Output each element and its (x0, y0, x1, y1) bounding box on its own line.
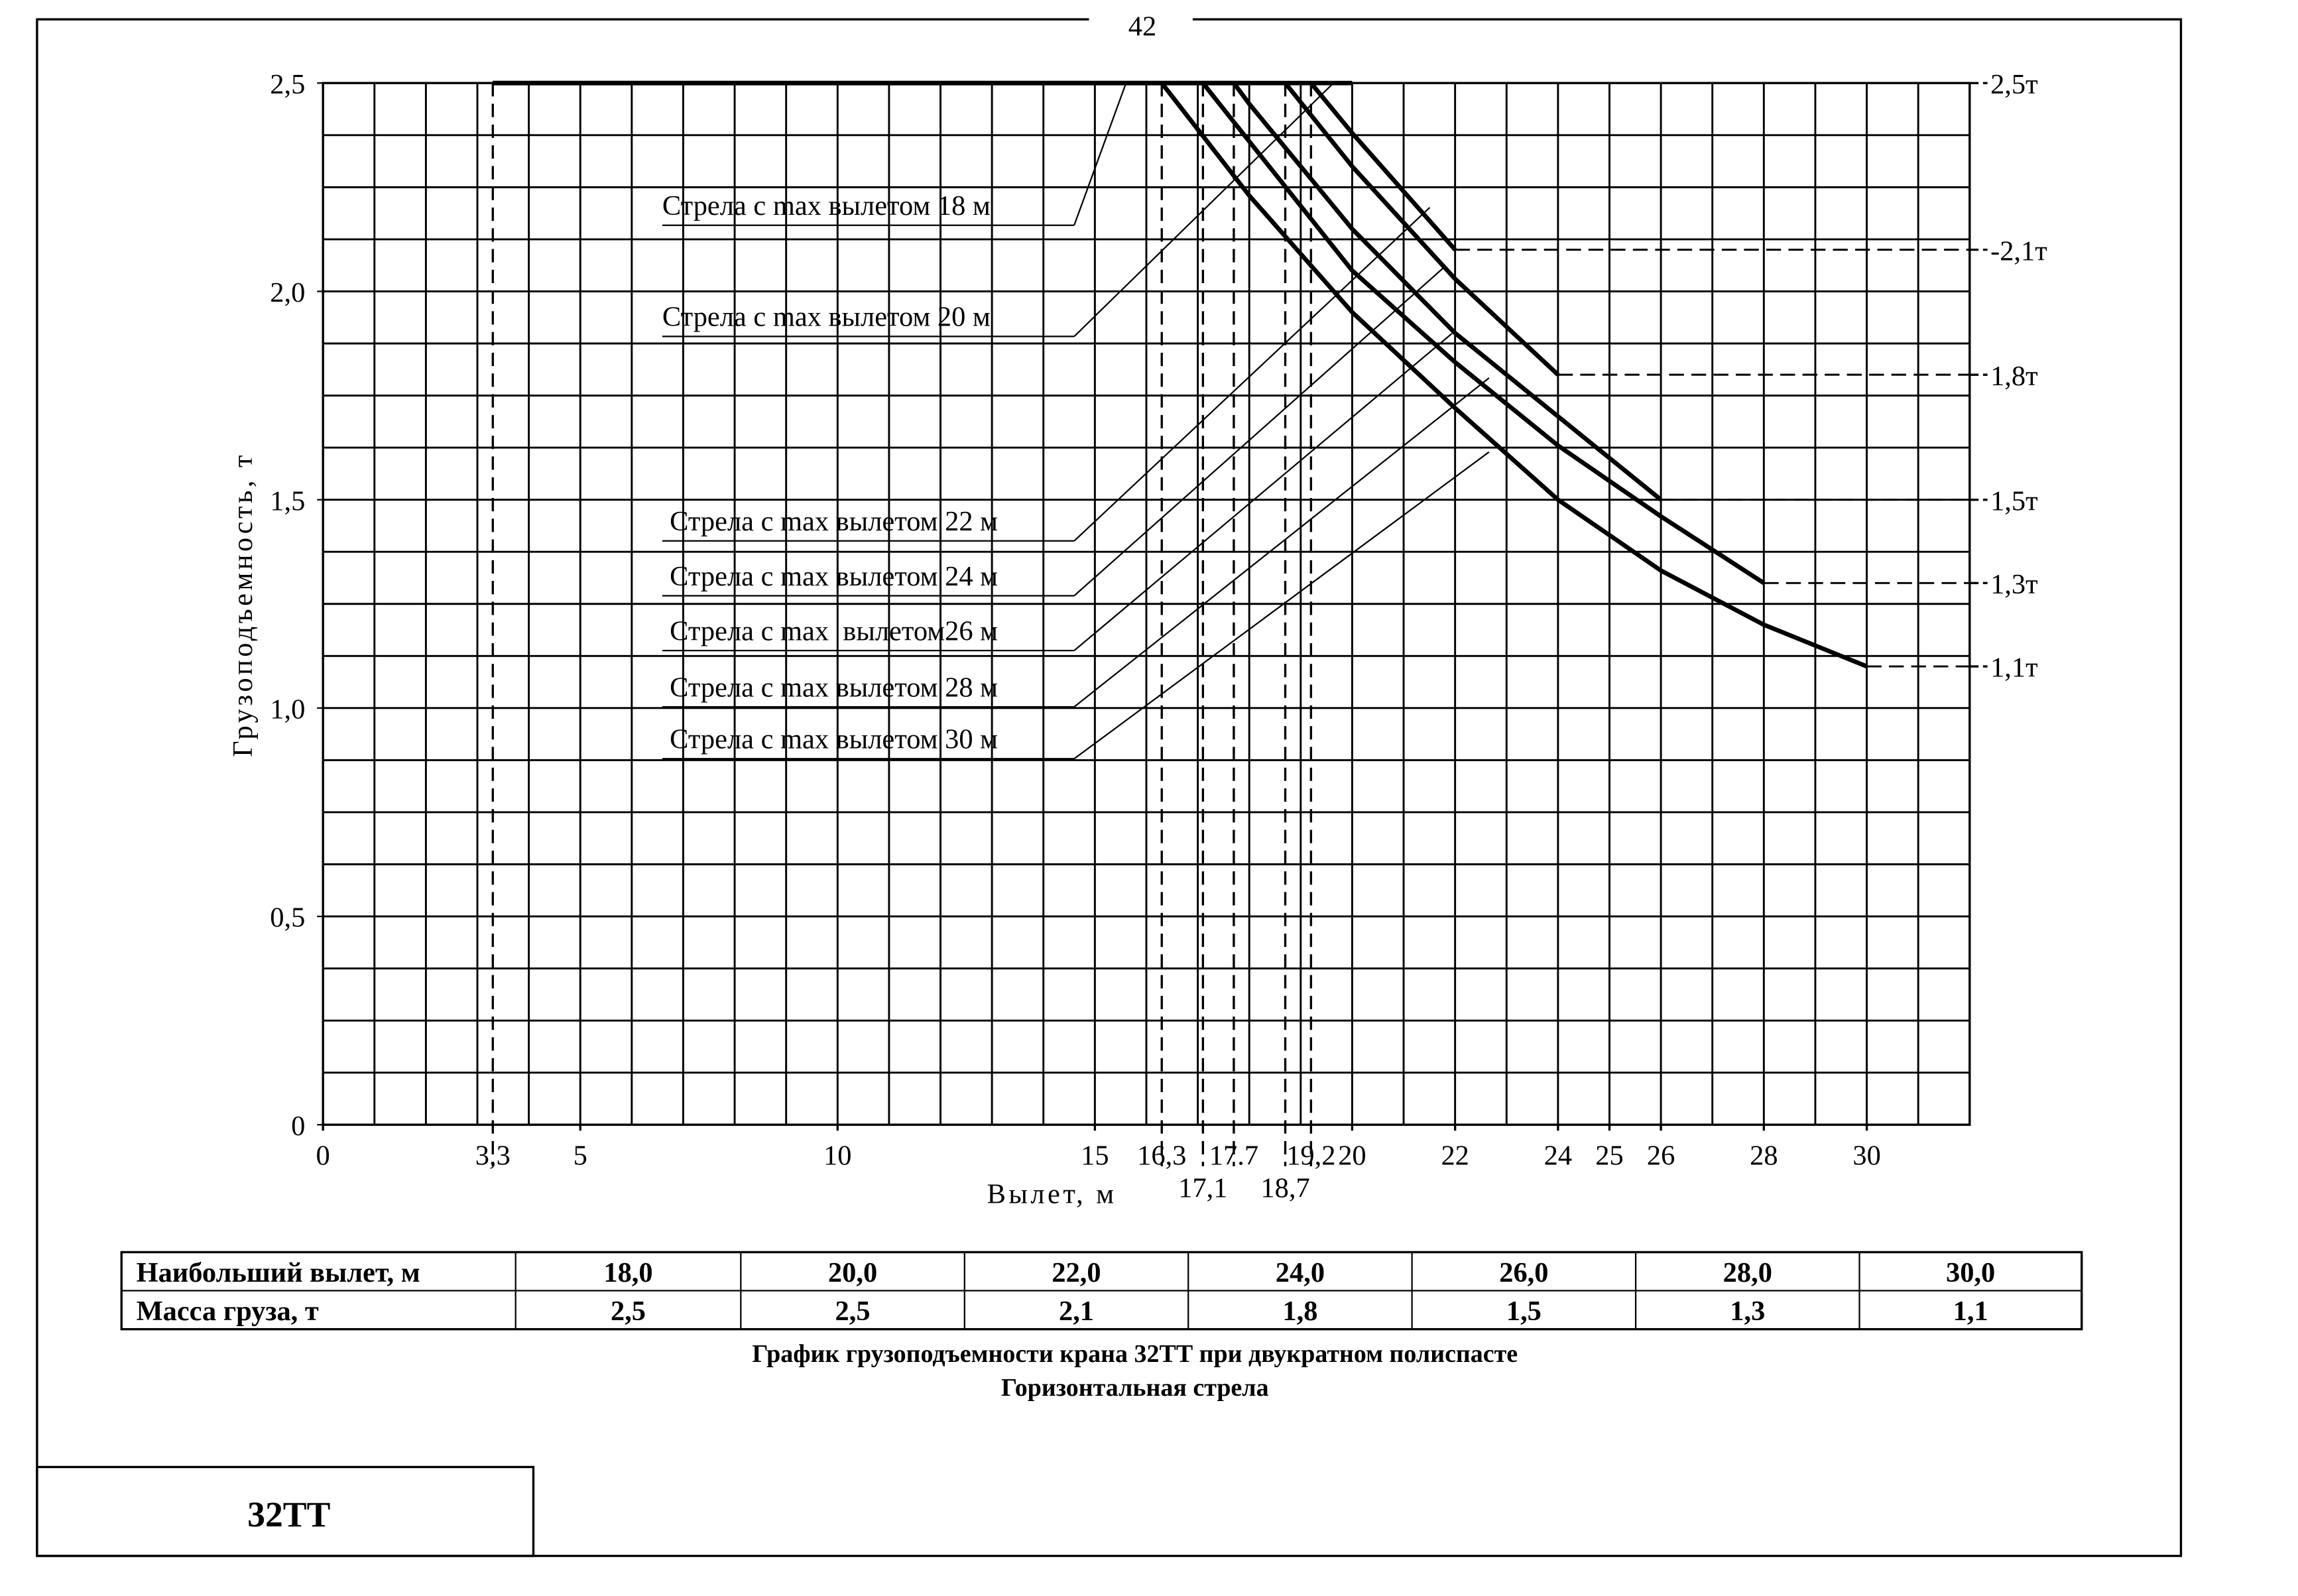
caption: График грузоподъемности крана 32ТТ при д… (752, 1340, 1518, 1368)
x-tick-label: 24 (1544, 1140, 1572, 1172)
table-cell: 30,0 (1946, 1257, 1995, 1288)
legend-label: Стрела с max вылетом 18 м (662, 190, 991, 221)
series-line (1283, 82, 1560, 377)
x-tick-label: 17,1 (1178, 1173, 1227, 1204)
x-tick-label: 15 (1081, 1140, 1109, 1172)
x-tick-label: 10 (823, 1140, 851, 1172)
table-cell: 28,0 (1723, 1257, 1772, 1288)
y-tick-label: 1,0 (270, 694, 305, 725)
table-cell: 24,0 (1276, 1257, 1325, 1288)
y-tick-label: 0 (291, 1111, 305, 1142)
table-cell: Масса груза, т (137, 1296, 319, 1327)
legend-label: Стрела с max вылетом 24 м (670, 561, 998, 592)
legend-label: Стрела с max вылетом 28 м (670, 672, 998, 703)
table-cell: 20,0 (828, 1257, 877, 1288)
leader-line (1073, 451, 1490, 760)
x-tick-label: 30 (1852, 1140, 1880, 1172)
table-cell: 18,0 (603, 1257, 652, 1288)
x-tick-label: 28 (1750, 1140, 1778, 1172)
x-tick-label: 20 (1338, 1140, 1366, 1172)
x-tick-label: 26 (1647, 1140, 1675, 1172)
x-tick-label: 18,7 (1260, 1173, 1309, 1204)
y2-tick-label: 1,5т (1990, 485, 2038, 517)
legend-label: Стрела с max вылетом 22 м (670, 506, 998, 537)
leader-line (1073, 82, 1127, 226)
page-number-gap (1089, 3, 1193, 39)
x-tick-label: 22 (1441, 1140, 1469, 1172)
table-cell: 22,0 (1052, 1257, 1101, 1288)
series-line (1201, 82, 1766, 585)
y2-tick-label: 1,8т (1990, 361, 2038, 392)
leader-line (1073, 377, 1490, 707)
leader-line (1073, 207, 1431, 542)
caption: Горизонтальная стрела (1001, 1374, 1269, 1402)
y-tick-label: 0,5 (270, 902, 305, 934)
x-axis-label: Вылет, м (987, 1179, 1117, 1210)
y2-tick-label: 1,3т (1990, 569, 2038, 600)
y-axis-label: Грузоподъемность, т (227, 452, 259, 757)
x-tick-label: 25 (1595, 1140, 1623, 1172)
leader-line (1073, 266, 1445, 597)
y2-tick-label: -2,1т (1990, 235, 2047, 267)
leader-line (1073, 82, 1334, 338)
table-cell: 2,1 (1059, 1296, 1094, 1327)
legend-label: Стрела с max вылетом 20 м (662, 302, 991, 333)
y-tick-label: 2,0 (270, 277, 305, 308)
y2-tick-label: 2,5т (1990, 69, 2038, 100)
y-tick-label: 2,5 (270, 69, 305, 100)
series-line (1232, 82, 1663, 502)
table-cell: 26,0 (1499, 1257, 1548, 1288)
legend-label: Стрела с max вылетом 30 м (670, 724, 998, 755)
x-tick-label: 5 (574, 1140, 587, 1172)
page-number: 42 (1128, 11, 1156, 42)
table-cell: 2,5 (611, 1296, 646, 1327)
leader-line (1073, 333, 1453, 652)
table-cell: Наибольший вылет, м (137, 1257, 420, 1288)
x-tick-label: 0 (316, 1140, 330, 1172)
series-line (1160, 82, 1868, 669)
table-cell: 1,8 (1282, 1296, 1317, 1327)
series-line (1309, 82, 1457, 251)
legend-label: Стрела с max вылетом26 м (670, 616, 998, 647)
table-cell: 2,5 (835, 1296, 871, 1327)
table-cell: 1,5 (1506, 1296, 1542, 1327)
y-tick-label: 1,5 (270, 485, 305, 517)
stamp-box (36, 1465, 535, 1558)
stamp: 32ТТ (247, 1495, 330, 1534)
plot-border (322, 82, 1971, 1126)
table-cell: 1,3 (1730, 1296, 1765, 1327)
table-cell: 1,1 (1953, 1296, 1988, 1327)
y2-tick-label: 1,1т (1990, 652, 2038, 684)
